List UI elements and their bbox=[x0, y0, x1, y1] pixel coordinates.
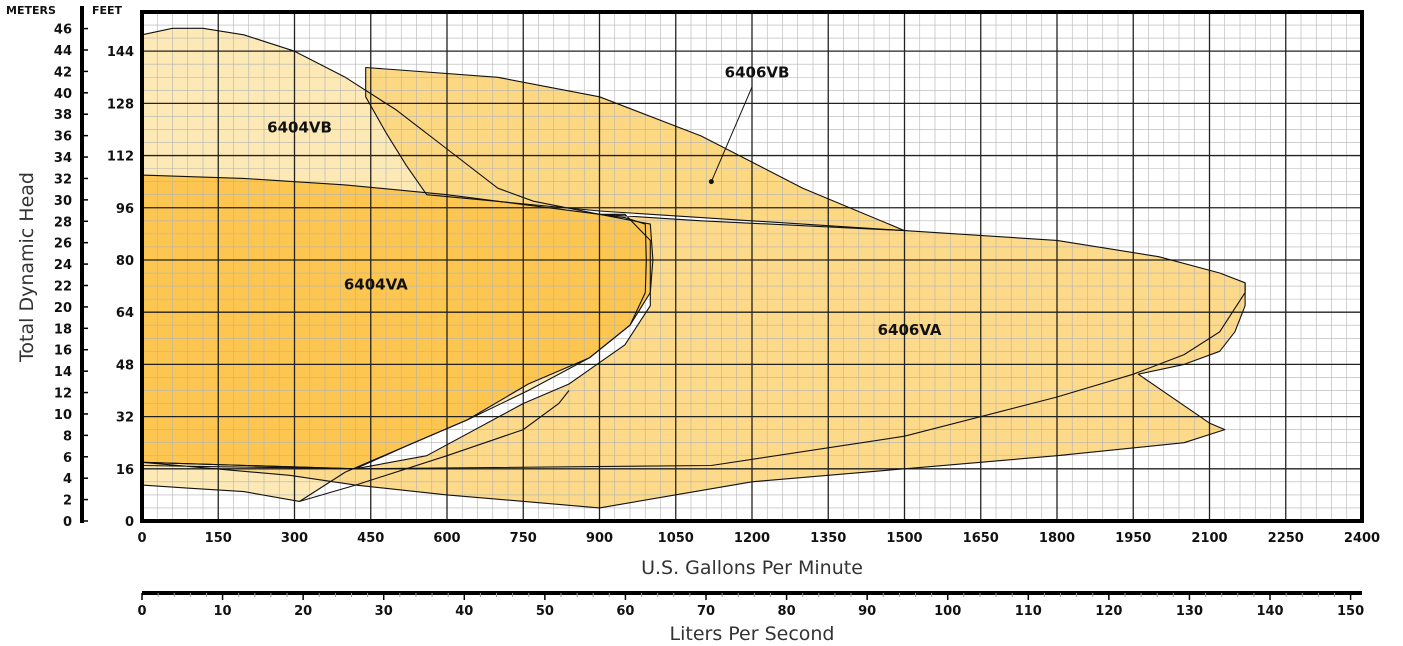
boundary-curve-1 bbox=[141, 282, 1246, 470]
meter-tick-label: 6 bbox=[63, 451, 72, 466]
meter-tick-label: 46 bbox=[54, 23, 72, 38]
callout-dot bbox=[708, 179, 714, 185]
x-tick-label: 1050 bbox=[658, 531, 694, 546]
feet-tick-label: 96 bbox=[116, 202, 134, 217]
meter-tick-label: 14 bbox=[54, 365, 72, 380]
x-tick-label: 600 bbox=[433, 531, 460, 546]
meter-tick-label: 20 bbox=[54, 301, 72, 316]
x-tick-label: 150 bbox=[205, 531, 232, 546]
x2-tick-label: 70 bbox=[697, 604, 715, 619]
x2-tick-label: 80 bbox=[778, 604, 796, 619]
region-labels: 6404VB 6406VB 6406VA 6404VA bbox=[267, 63, 942, 339]
x-tick-label: 0 bbox=[137, 531, 146, 546]
meter-tick-label: 2 bbox=[63, 494, 72, 509]
x-tick-label: 1800 bbox=[1039, 531, 1075, 546]
y-axis-title: Total Dynamic Head bbox=[16, 172, 38, 363]
feet-tick-label: 144 bbox=[107, 45, 134, 60]
x-tick-label: 750 bbox=[510, 531, 537, 546]
x2-tick-label: 0 bbox=[137, 604, 146, 619]
x2-tick-label: 60 bbox=[616, 604, 634, 619]
meter-tick-label: 42 bbox=[54, 65, 72, 80]
x-tick-label: 300 bbox=[281, 531, 308, 546]
feet-tick-label: 0 bbox=[125, 515, 134, 530]
plot-frame bbox=[140, 10, 1364, 523]
meter-tick-label: 26 bbox=[54, 237, 72, 252]
x2-tick-label: 30 bbox=[375, 604, 393, 619]
callout-leader-line bbox=[710, 86, 753, 182]
region-label-6406vb: 6406VB bbox=[725, 63, 790, 81]
boundary-curve-2 bbox=[299, 390, 570, 502]
region-6406va bbox=[142, 214, 1246, 508]
meter-tick-label: 12 bbox=[54, 387, 72, 402]
feet-tick-label: 32 bbox=[116, 411, 134, 426]
x2-tick-label: 150 bbox=[1337, 604, 1364, 619]
x-tick-label: 2100 bbox=[1191, 531, 1227, 546]
x-tick-label: 1650 bbox=[963, 531, 999, 546]
meter-tick-label: 34 bbox=[54, 151, 72, 166]
x2-tick-label: 20 bbox=[294, 604, 312, 619]
x-tick-label: 1350 bbox=[810, 531, 846, 546]
x2-tick-label: 120 bbox=[1095, 604, 1122, 619]
region-outline-6404vb bbox=[141, 27, 647, 502]
x-tick-label: 2400 bbox=[1344, 531, 1380, 546]
region-outline-6404va bbox=[141, 174, 654, 470]
x-tick-label: 450 bbox=[357, 531, 384, 546]
feet-tick-label: 80 bbox=[116, 254, 134, 269]
region-label-6406va: 6406VA bbox=[878, 321, 942, 339]
x2-tick-label: 100 bbox=[934, 604, 961, 619]
meter-tick-label: 10 bbox=[54, 408, 72, 423]
meter-tick-label: 18 bbox=[54, 322, 72, 337]
region-label-6404va: 6404VA bbox=[344, 275, 408, 293]
x2-tick-label: 110 bbox=[1015, 604, 1042, 619]
region-label-6404vb: 6404VB bbox=[267, 119, 332, 137]
x2-tick-label: 10 bbox=[214, 604, 232, 619]
meters-unit-label: METERS bbox=[6, 4, 56, 17]
region-6406vb bbox=[365, 67, 905, 231]
feet-tick-label: 48 bbox=[116, 358, 134, 373]
x-tick-label: 900 bbox=[586, 531, 613, 546]
x-tick-label: 1200 bbox=[734, 531, 770, 546]
x-axis-title: U.S. Gallons Per Minute bbox=[641, 557, 863, 579]
meter-tick-label: 32 bbox=[54, 172, 72, 187]
x2-tick-label: 50 bbox=[536, 604, 554, 619]
x-tick-label: 2250 bbox=[1268, 531, 1304, 546]
meter-tick-label: 36 bbox=[54, 130, 72, 145]
meter-tick-label: 38 bbox=[54, 108, 72, 123]
feet-unit-label: FEET bbox=[92, 4, 123, 17]
meter-tick-label: 44 bbox=[54, 44, 72, 59]
region-outline-6406vb bbox=[365, 66, 906, 232]
meter-tick-label: 24 bbox=[54, 258, 72, 273]
meter-tick-label: 28 bbox=[54, 215, 72, 230]
region-fills bbox=[142, 28, 1246, 508]
feet-tick-label: 64 bbox=[116, 306, 134, 321]
meter-tick-label: 30 bbox=[54, 194, 72, 209]
x2-tick-label: 40 bbox=[455, 604, 473, 619]
feet-tick-label: 16 bbox=[116, 463, 134, 478]
x2-axis-title: Liters Per Second bbox=[670, 623, 835, 645]
grid bbox=[142, 11, 1362, 521]
region-6404va bbox=[142, 175, 653, 469]
region-outlines bbox=[141, 27, 1246, 509]
feet-tick-label: 112 bbox=[107, 150, 134, 165]
x2-tick-label: 130 bbox=[1176, 604, 1203, 619]
meter-tick-label: 4 bbox=[63, 472, 72, 487]
x-tick-label: 1950 bbox=[1115, 531, 1151, 546]
feet-tick-label: 128 bbox=[107, 97, 134, 112]
axes bbox=[80, 6, 1364, 600]
meter-tick-label: 22 bbox=[54, 279, 72, 294]
tick-labels: 0 150 300 450 600 750 900 1050 1200 1350 1500 1650 1… bbox=[54, 23, 1380, 619]
meter-tick-label: 0 bbox=[63, 515, 72, 530]
x2-tick-label: 140 bbox=[1256, 604, 1283, 619]
meter-tick-label: 40 bbox=[54, 87, 72, 102]
meter-tick-label: 16 bbox=[54, 344, 72, 359]
x-tick-label: 1500 bbox=[886, 531, 922, 546]
meter-tick-label: 8 bbox=[63, 429, 72, 444]
x2-tick-label: 90 bbox=[858, 604, 876, 619]
region-outline-6406va bbox=[141, 213, 1246, 509]
